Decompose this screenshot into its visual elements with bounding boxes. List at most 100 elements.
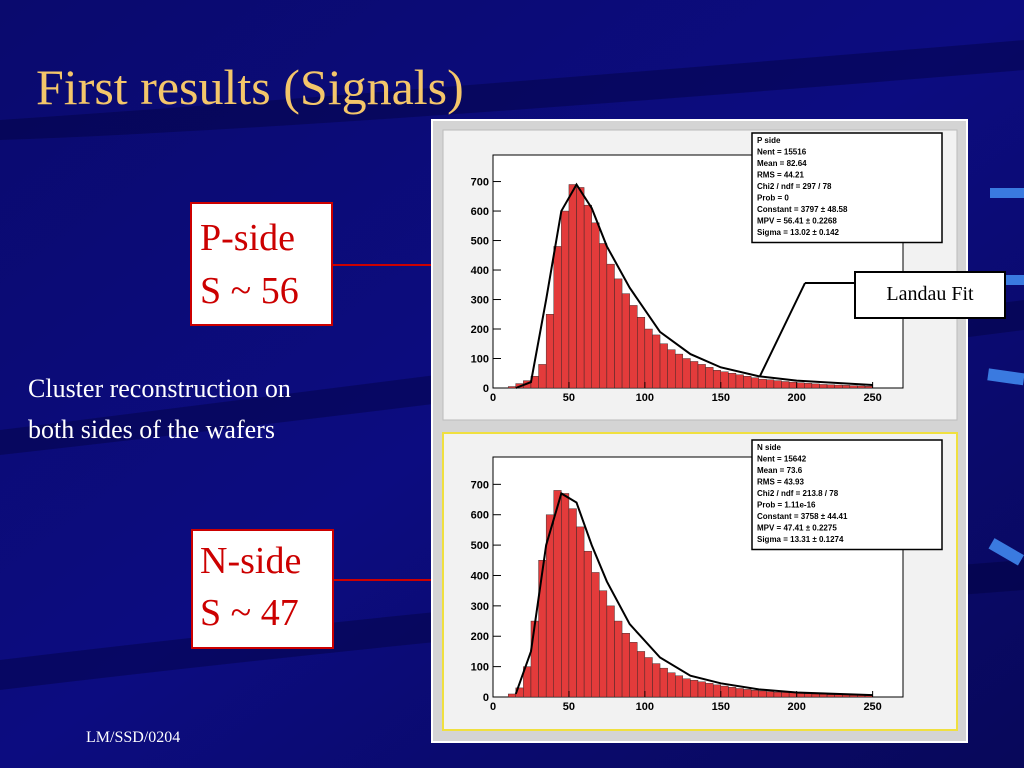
bar	[682, 678, 691, 698]
bar	[675, 675, 684, 698]
bar	[644, 328, 653, 389]
y-tick-label: 300	[471, 295, 489, 307]
bar	[538, 364, 547, 389]
y-tick-label: 400	[471, 570, 489, 582]
bar	[652, 334, 661, 389]
bar	[538, 560, 547, 698]
bar	[561, 493, 570, 698]
bar	[682, 358, 691, 389]
bar	[629, 642, 638, 698]
x-tick-label: 100	[636, 701, 654, 713]
bar	[637, 651, 646, 698]
bar	[735, 374, 744, 389]
x-tick-label: 250	[863, 392, 881, 404]
y-tick-label: 500	[471, 236, 489, 248]
y-tick-label: 200	[471, 324, 489, 336]
stats-line: Constant = 3797 ± 48.58	[757, 205, 848, 214]
bar	[766, 379, 775, 389]
bar	[659, 343, 668, 389]
bar	[705, 367, 714, 389]
stats-line: Sigma = 13.31 ± 0.1274	[757, 535, 844, 544]
bar	[804, 383, 813, 389]
stats-line: Chi2 / ndf = 297 / 78	[757, 182, 832, 191]
bar	[583, 550, 592, 698]
bar	[621, 633, 630, 698]
stats-line: Nent = 15516	[757, 148, 807, 157]
bar	[834, 384, 843, 389]
x-tick-label: 250	[863, 701, 881, 713]
bar	[766, 691, 775, 698]
y-tick-label: 100	[471, 354, 489, 366]
x-tick-label: 50	[563, 701, 575, 713]
bar	[659, 667, 668, 698]
bar	[773, 380, 782, 389]
bar	[553, 246, 562, 389]
bar	[811, 383, 820, 389]
bar	[553, 490, 562, 698]
bar	[720, 685, 729, 698]
fit-line	[515, 182, 873, 389]
x-tick-label: 200	[788, 392, 806, 404]
stats-line: Mean = 82.64	[757, 159, 807, 168]
bar	[804, 693, 813, 698]
bar	[599, 590, 608, 698]
bar	[583, 204, 592, 389]
bar	[849, 385, 858, 389]
bar	[568, 184, 577, 389]
bar	[667, 349, 676, 389]
p-side-box	[190, 202, 333, 326]
bar	[842, 385, 851, 389]
bar	[712, 684, 721, 698]
bar	[621, 293, 630, 389]
stats-line: RMS = 43.93	[757, 478, 804, 487]
bar	[697, 681, 706, 698]
stats-line: Prob = 0	[757, 194, 789, 203]
bar	[788, 381, 797, 389]
fit-line	[514, 491, 873, 697]
bar	[735, 688, 744, 698]
stats-line: Constant = 3758 ± 44.41	[757, 512, 848, 521]
bar	[773, 691, 782, 698]
stats-line: RMS = 44.21	[757, 171, 804, 180]
y-tick-label: 600	[471, 510, 489, 522]
bar	[690, 680, 699, 698]
stats-line: Prob = 1.11e-16	[757, 501, 816, 510]
bar	[675, 353, 684, 389]
y-tick-label: 0	[483, 383, 489, 395]
bar	[637, 317, 646, 389]
stats-box	[751, 439, 943, 551]
bar	[576, 187, 585, 389]
bar	[667, 672, 676, 698]
p-side-name: P-side	[200, 217, 295, 259]
bar	[599, 243, 608, 389]
footer: LM/SSD/0204	[86, 729, 180, 746]
bar	[568, 508, 577, 698]
bar	[811, 693, 820, 698]
bar	[614, 278, 623, 389]
y-tick-label: 100	[471, 662, 489, 674]
bar	[606, 263, 615, 389]
stats-line: Mean = 73.6	[757, 466, 803, 475]
stats-line: Chi2 / ndf = 213.8 / 78	[757, 489, 839, 498]
bar	[728, 687, 737, 698]
bar	[826, 694, 835, 698]
bar	[796, 382, 805, 389]
x-tick-label: 0	[490, 701, 496, 713]
bar	[788, 692, 797, 698]
x-tick-label: 150	[712, 392, 730, 404]
x-tick-label: 200	[788, 701, 806, 713]
y-tick-label: 300	[471, 601, 489, 613]
bar	[712, 370, 721, 389]
y-tick-label: 500	[471, 540, 489, 552]
slide-title: First results (Signals)	[36, 59, 464, 115]
y-tick-label: 400	[471, 265, 489, 277]
x-tick-label: 150	[712, 701, 730, 713]
stats-box	[751, 132, 943, 244]
stats-line: MPV = 56.41 ± 0.2268	[757, 217, 837, 226]
y-tick-label: 700	[471, 177, 489, 189]
bar	[530, 620, 539, 698]
callout-box	[854, 271, 1006, 319]
bar	[697, 364, 706, 389]
bar	[728, 373, 737, 389]
